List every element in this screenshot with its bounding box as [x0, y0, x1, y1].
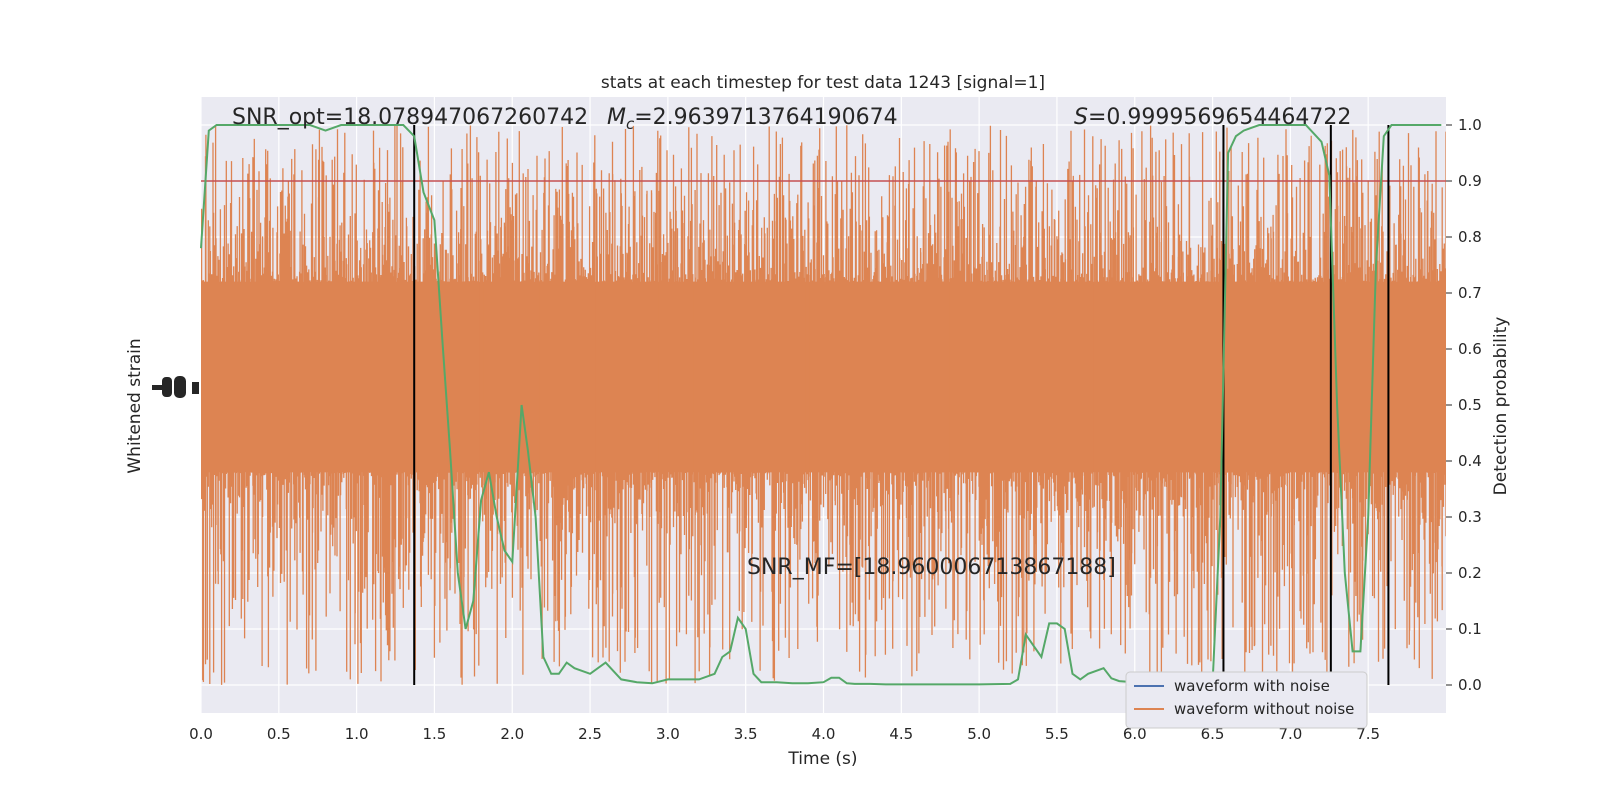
right-y-tick-label: 0.5 — [1458, 396, 1482, 414]
x-tick-label: 7.5 — [1356, 725, 1380, 743]
legend-box — [1125, 671, 1368, 729]
snr-opt-annotation: SNR_opt=18.078947067260742 — [232, 105, 588, 130]
right-y-tick-label: 0.1 — [1458, 620, 1482, 638]
x-tick-label: 0.0 — [189, 725, 213, 743]
chart-title: stats at each timestep for test data 124… — [601, 73, 1045, 93]
left-y-axis-overlapped-ticks — [152, 376, 199, 398]
waveform-spikes — [201, 125, 1446, 685]
right-y-tick-label: 1.0 — [1458, 116, 1482, 134]
x-axis-label: Time (s) — [787, 749, 857, 769]
x-tick-label: 0.5 — [267, 725, 291, 743]
legend-label-noisy: waveform with noise — [1174, 677, 1330, 695]
right-y-axis-label: Detection probability — [1491, 317, 1511, 496]
right-y-tick-label: 0.9 — [1458, 172, 1482, 190]
right-y-tick-label: 0.3 — [1458, 508, 1482, 526]
x-tick-label: 6.5 — [1201, 725, 1225, 743]
x-tick-label: 1.5 — [423, 725, 447, 743]
right-y-tick-label: 0.4 — [1458, 452, 1482, 470]
right-y-tick-label: 0.0 — [1458, 676, 1482, 694]
x-tick-label: 4.0 — [812, 725, 836, 743]
chirp-mass-annotation: Mc=2.9639713764190674 — [607, 105, 898, 133]
x-tick-label: 1.0 — [345, 725, 369, 743]
x-tick-label: 3.5 — [734, 725, 758, 743]
snr-mf-annotation: SNR_MF=[18.960006713867188] — [747, 555, 1116, 580]
right-y-axis-ticks: 0.0 0.1 0.2 0.3 0.4 0.5 0.6 0.7 0.8 0.9 1.0 — [1446, 116, 1482, 694]
detection-probability-line — [200, 124, 1442, 686]
x-tick-label: 2.0 — [500, 725, 524, 743]
s-value-annotation: S=0.9999569654464722 — [1074, 105, 1351, 130]
x-axis-ticks: 0.0 0.5 1.0 1.5 2.0 2.5 3.0 3.5 4.0 4.5 5.0 5.5 6.0 6… — [189, 725, 1380, 743]
waveform-without-noise-series — [201, 125, 1446, 685]
x-tick-label: 5.0 — [967, 725, 991, 743]
legend: waveform with noise waveform without noi… — [1125, 671, 1368, 729]
right-y-tick-label: 0.7 — [1458, 284, 1482, 302]
right-y-tick-label: 0.2 — [1458, 564, 1482, 582]
x-tick-label: 3.0 — [656, 725, 680, 743]
x-tick-label: 4.5 — [889, 725, 913, 743]
x-tick-label: 7.0 — [1278, 725, 1302, 743]
legend-label-clean: waveform without noise — [1174, 700, 1354, 718]
right-y-tick-label: 0.6 — [1458, 340, 1482, 358]
left-y-axis-label: Whitened strain — [125, 338, 145, 473]
x-tick-label: 5.5 — [1045, 725, 1069, 743]
x-tick-label: 2.5 — [578, 725, 602, 743]
x-tick-label: 6.0 — [1123, 725, 1147, 743]
right-y-tick-label: 0.8 — [1458, 228, 1482, 246]
